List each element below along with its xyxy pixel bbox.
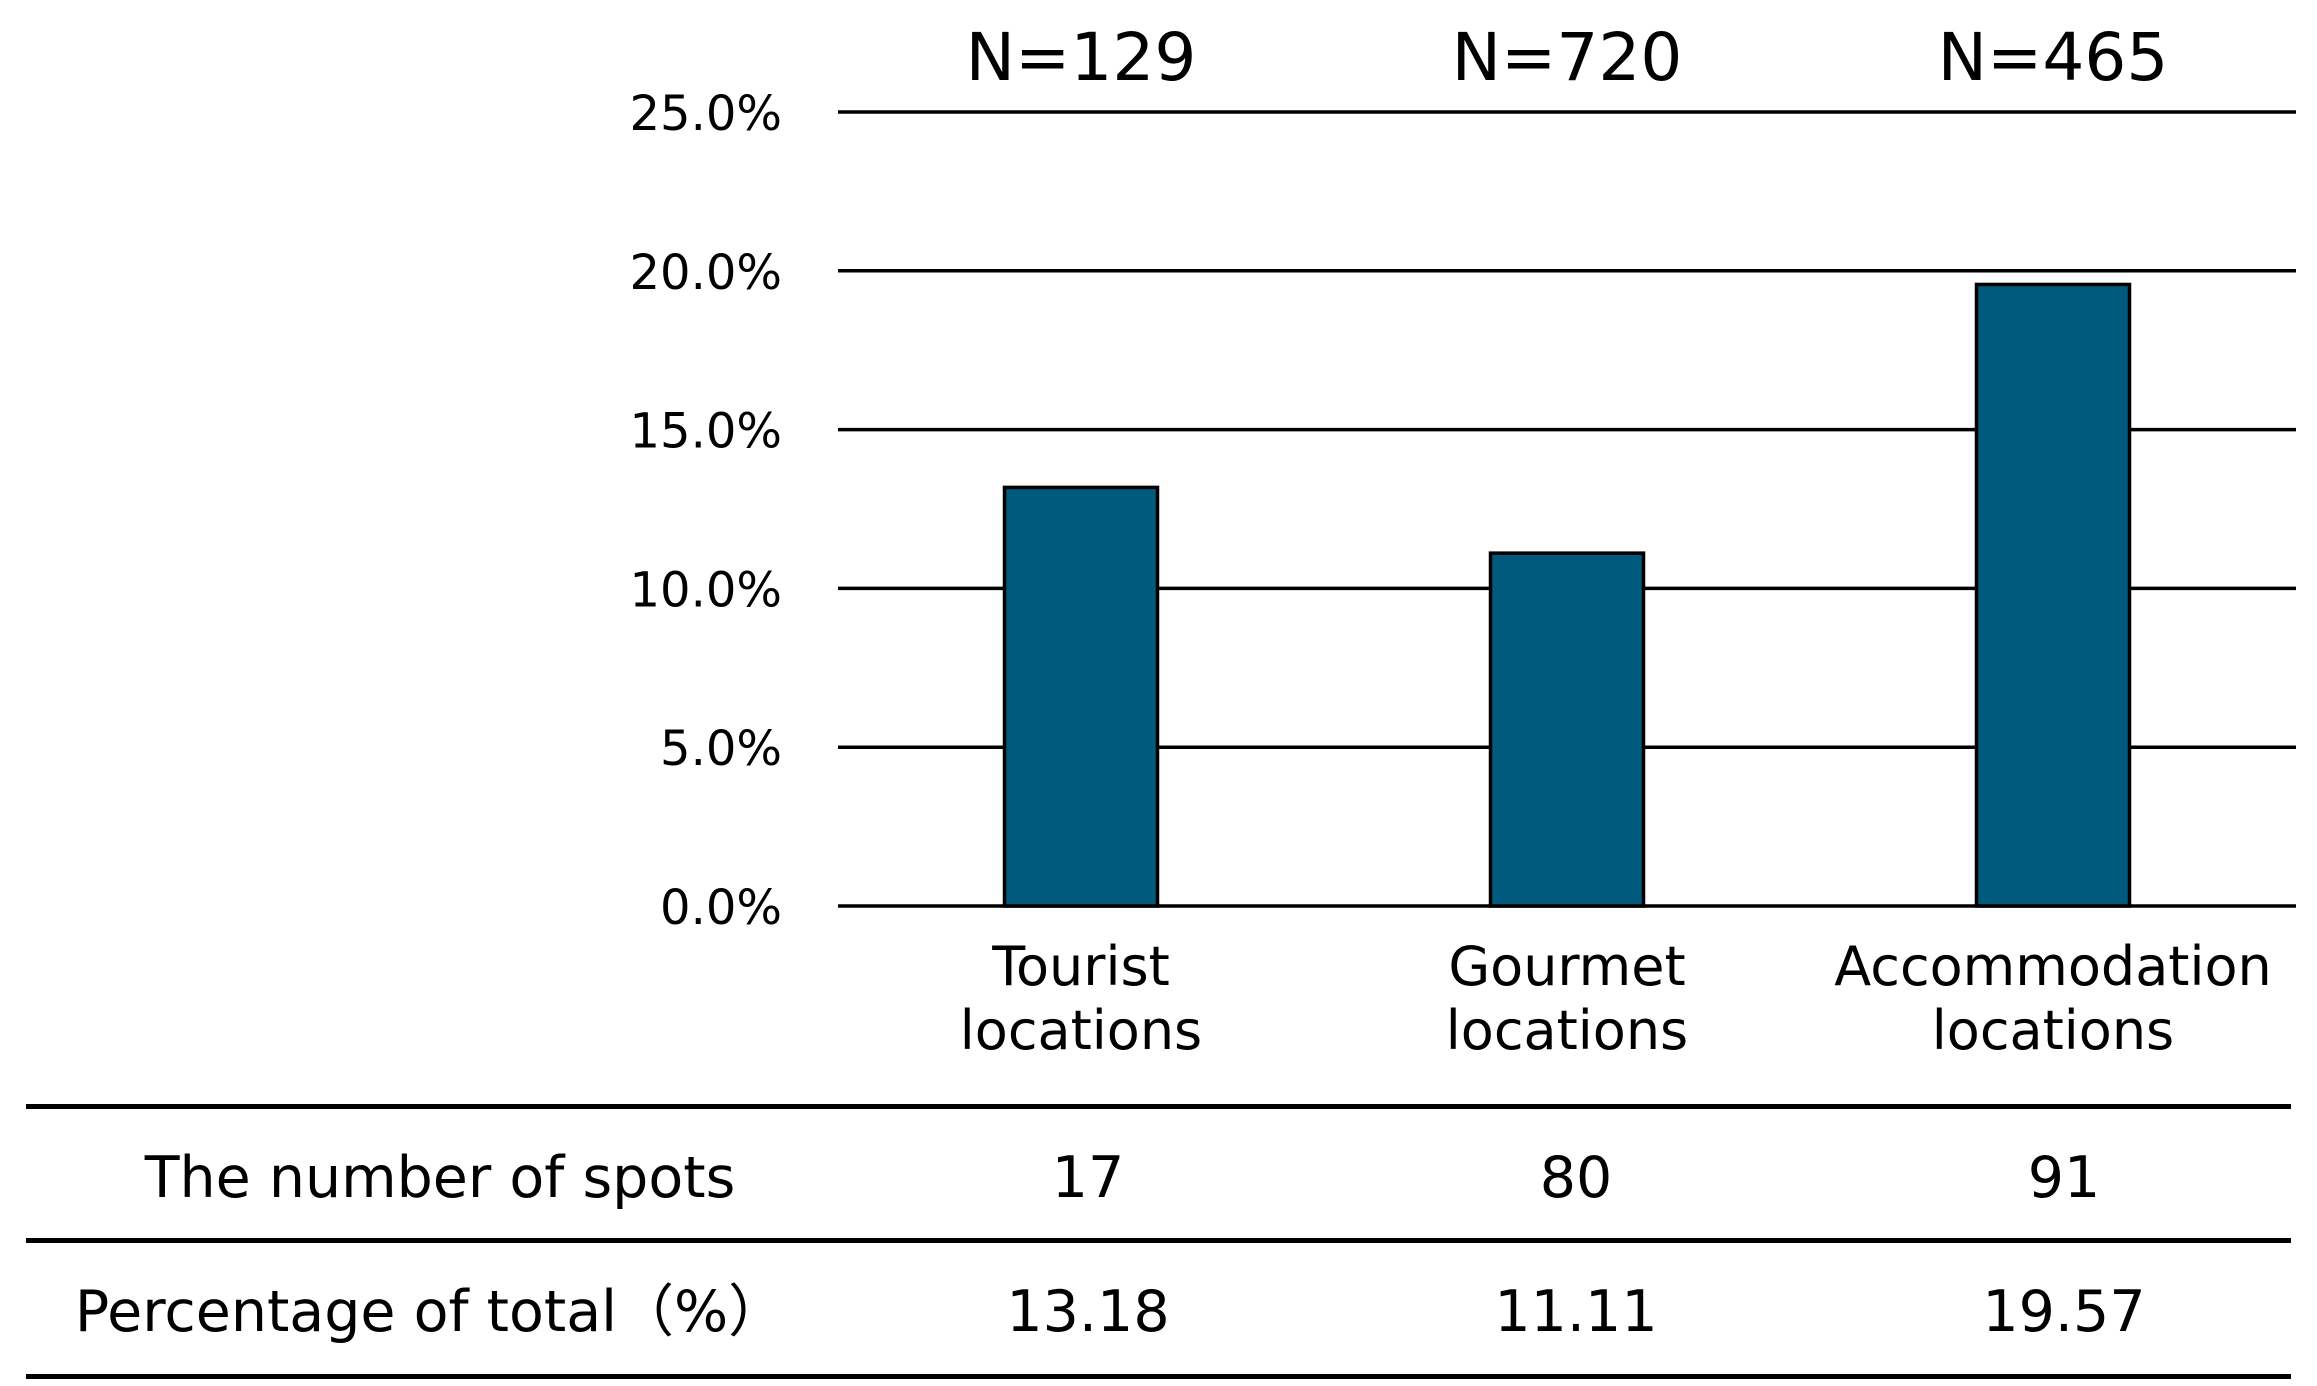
- bars: [1002, 282, 2132, 908]
- percentage-accommodation: 19.57: [1982, 1279, 2146, 1345]
- bar-chart: 0.0%5.0%10.0%15.0%20.0%25.0% N=129 N=720 N…: [630, 19, 2296, 1062]
- x-tick-label: Gourmet locations: [1446, 935, 1688, 1062]
- row-label-percentage: Percentage of total（%）: [74, 1279, 786, 1345]
- x-tick-label: Accommodation locations: [1834, 935, 2271, 1062]
- x-tick-label: Tourist locations: [960, 935, 1202, 1062]
- spot-count-accommodation: 91: [2027, 1145, 2101, 1211]
- bar: [1002, 485, 1160, 908]
- table-row-spot-count: The number of spots 17 80 91: [0, 1118, 2317, 1238]
- table-top-rule: [26, 1104, 2291, 1109]
- y-tick-label: 5.0%: [660, 721, 782, 777]
- percentage-tourist: 13.18: [1006, 1279, 1170, 1345]
- table-middle-rule: [26, 1238, 2291, 1243]
- y-tick-label: 20.0%: [630, 245, 782, 301]
- category-labels: Tourist locations Gourmet locations Accommod…: [960, 935, 2272, 1062]
- y-tick-label: 10.0%: [630, 562, 782, 618]
- y-tick-label: 0.0%: [660, 880, 782, 936]
- spot-count-gourmet: 80: [1539, 1145, 1613, 1211]
- table-row-percentage: Percentage of total（%） 13.18 11.11 19.57: [0, 1252, 2317, 1372]
- sample-size-label: N=465: [1938, 19, 2169, 96]
- table-bottom-rule: [26, 1374, 2291, 1379]
- y-axis-tick-labels: 0.0% 5.0% 10.0% 15.0% 20.0% 25.0%: [630, 86, 782, 936]
- bar: [1974, 282, 2132, 908]
- percentage-gourmet: 11.11: [1494, 1279, 1658, 1345]
- y-tick-label: 15.0%: [630, 404, 782, 460]
- sample-size-labels: N=129 N=720 N=465: [966, 19, 2169, 96]
- sample-size-label: N=720: [1452, 19, 1683, 96]
- y-tick-label: 25.0%: [630, 86, 782, 142]
- row-label-spot-count: The number of spots: [144, 1145, 736, 1211]
- sample-size-label: N=129: [966, 19, 1197, 96]
- spot-count-tourist: 17: [1051, 1145, 1125, 1211]
- bar: [1488, 551, 1646, 908]
